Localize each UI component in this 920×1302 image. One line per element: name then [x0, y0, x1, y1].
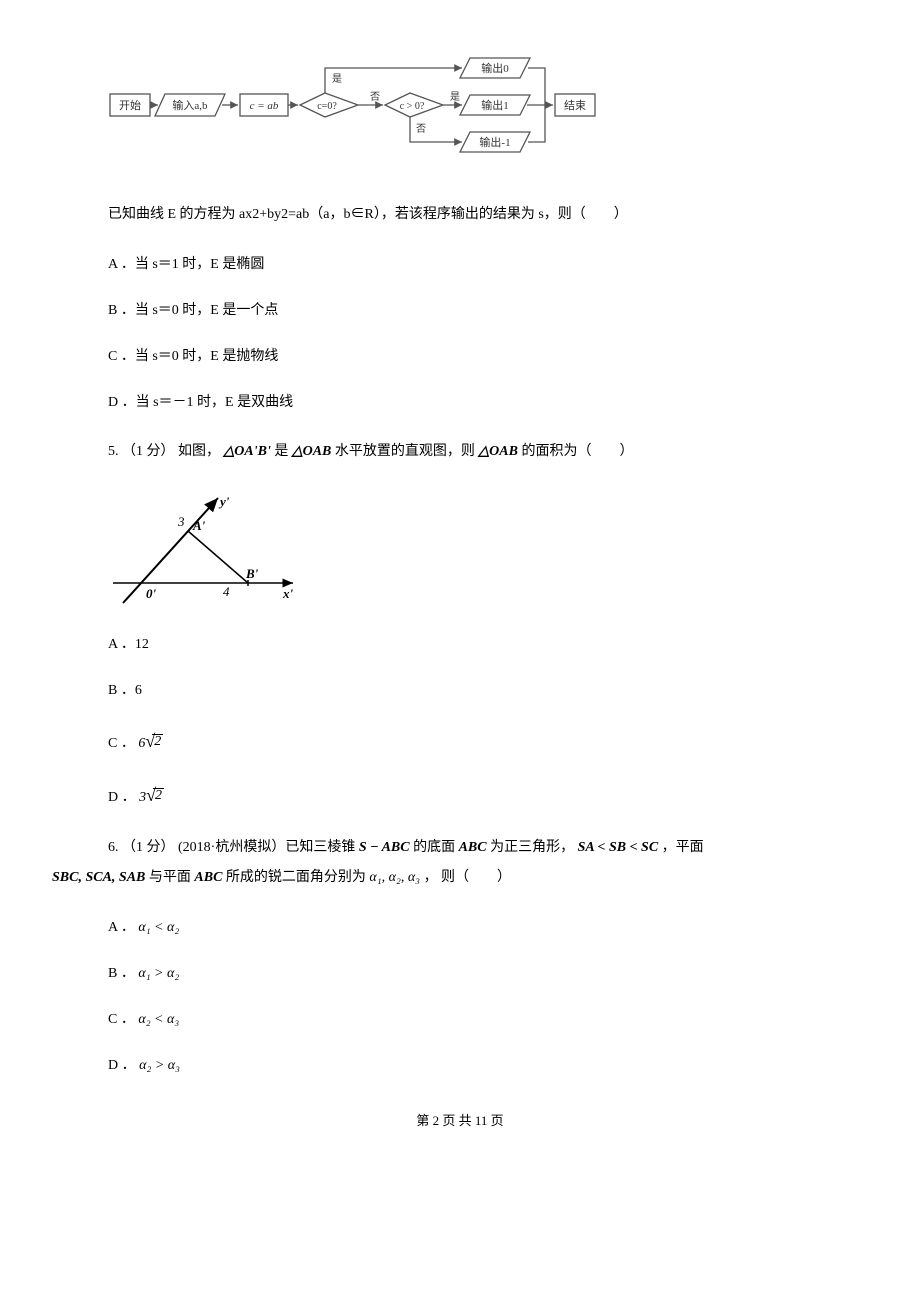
fc-input-label: 输入a,b [172, 98, 208, 112]
q4-option-b: B ．当 s＝0 时，E 是一个点 [108, 297, 840, 325]
q6-optc-prefix: C ． [108, 1012, 135, 1027]
q4-option-c: C ．当 s＝0 时，E 是抛物线 [108, 343, 840, 371]
q6-option-a: A ． α₁ < α₂ [108, 914, 840, 942]
q5-option-b: B ．6 [108, 677, 840, 705]
svg-text:否: 否 [416, 123, 426, 135]
q5-optd-prefix: D ． [108, 790, 136, 805]
flowchart-diagram: 开始 输入a,b c = ab c=0? c > 0? 输出0 输出1 [100, 50, 840, 170]
q6-text-g: ， 则（ ） [424, 870, 512, 885]
q5-tri3: △OAB [478, 444, 518, 459]
q5-option-d: D ． 3√2 [108, 777, 840, 813]
q6-opta-prefix: A ． [108, 920, 135, 935]
q6-text-f: 所成的锐二面角分别为 [226, 870, 370, 885]
q4-stem: 已知曲线 E 的方程为 ax2+by2=ab（a，b∈R），若该程序输出的结果为… [80, 200, 840, 231]
q6-text-e: 与平面 [149, 870, 195, 885]
q6-ineq: SA < SB < SC [578, 840, 659, 855]
q5-stem: 5. （1 分） 如图， △OA'B' 是 △OAB 水平放置的直观图，则 △O… [80, 437, 840, 468]
q5-text-d: 的面积为（ ） [521, 444, 633, 459]
fc-start-label: 开始 [119, 98, 141, 112]
q5-optc-prefix: C ． [108, 736, 135, 751]
q6-stem: 6. （1 分） (2018·杭州模拟）已知三棱锥 S − ABC 的底面 AB… [80, 833, 840, 895]
q4-option-a: A ．当 s＝1 时，E 是椭圆 [108, 251, 840, 279]
q6-sabc: S − ABC [359, 840, 410, 855]
q5-option-a: A ．12 [108, 631, 840, 659]
q6-optb-prefix: B ． [108, 966, 135, 981]
q6-option-b: B ． α₁ > α₂ [108, 960, 840, 988]
q6-abc2: ABC [194, 870, 222, 885]
fc-d2-label: c > 0? [400, 101, 425, 112]
q6-optd-prefix: D ． [108, 1058, 136, 1073]
q6-opta-expr: α₁ < α₂ [138, 920, 179, 935]
q6-text-c: 为正三角形， [490, 840, 574, 855]
q5-label-valB: 4 [223, 584, 230, 599]
q5-label-O: 0' [146, 586, 157, 601]
q5-label-y: y' [218, 494, 230, 509]
page-container: 开始 输入a,b c = ab c=0? c > 0? 输出0 输出1 [0, 0, 920, 1159]
q5-label-A: A' [192, 518, 206, 533]
svg-text:是: 是 [332, 73, 342, 85]
q5-label-valA: 3 [177, 514, 185, 529]
q5-tri2: △OAB [292, 444, 332, 459]
q5-text-a: 5. （1 分） 如图， [108, 444, 220, 459]
fc-assign-label: c = ab [250, 100, 279, 112]
q6-optb-expr: α₁ > α₂ [138, 966, 179, 981]
q6-text-d: ，平面 [662, 840, 704, 855]
fc-end-label: 结束 [564, 99, 586, 112]
q6-alphas: α₁, α₂, α₃ [369, 870, 420, 885]
q5-sketch: 0' A' 3 B' 4 x' y' [108, 488, 840, 613]
q6-text-a: 6. （1 分） (2018·杭州模拟）已知三棱锥 [108, 840, 359, 855]
fc-out1-label: 输出1 [481, 98, 509, 112]
q5-text-b: 是 [274, 444, 288, 459]
q6-text-b: 的底面 [413, 840, 459, 855]
q4-option-d: D ．当 s＝－1 时，E 是双曲线 [108, 389, 840, 417]
q5-label-B: B' [245, 566, 259, 581]
q5-optd-rad: 2 [153, 788, 164, 803]
fc-d1-label: c=0? [317, 101, 337, 112]
svg-text:是: 是 [450, 91, 460, 103]
q6-optc-expr: α₂ < α₃ [138, 1012, 179, 1027]
q5-tri1: △OA'B' [224, 444, 271, 459]
q5-label-x: x' [282, 586, 294, 601]
q5-text-c: 水平放置的直观图，则 [335, 444, 475, 459]
q6-planes: SBC, SCA, SAB [52, 870, 145, 885]
q6-option-c: C ． α₂ < α₃ [108, 1006, 840, 1034]
q5-optc-rad: 2 [152, 734, 163, 749]
flowchart-svg: 开始 输入a,b c = ab c=0? c > 0? 输出0 输出1 [100, 50, 630, 165]
svg-text:否: 否 [370, 91, 380, 103]
page-footer: 第 2 页 共 11 页 [80, 1110, 840, 1129]
q6-option-d: D ． α₂ > α₃ [108, 1052, 840, 1080]
q5-sketch-svg: 0' A' 3 B' 4 x' y' [108, 488, 308, 608]
q5-option-c: C ． 6√2 [108, 723, 840, 759]
q6-abc: ABC [459, 840, 487, 855]
q6-optd-expr: α₂ > α₃ [139, 1058, 180, 1073]
fc-out0-label: 输出0 [481, 61, 509, 75]
fc-outm1-label: 输出-1 [479, 135, 510, 149]
